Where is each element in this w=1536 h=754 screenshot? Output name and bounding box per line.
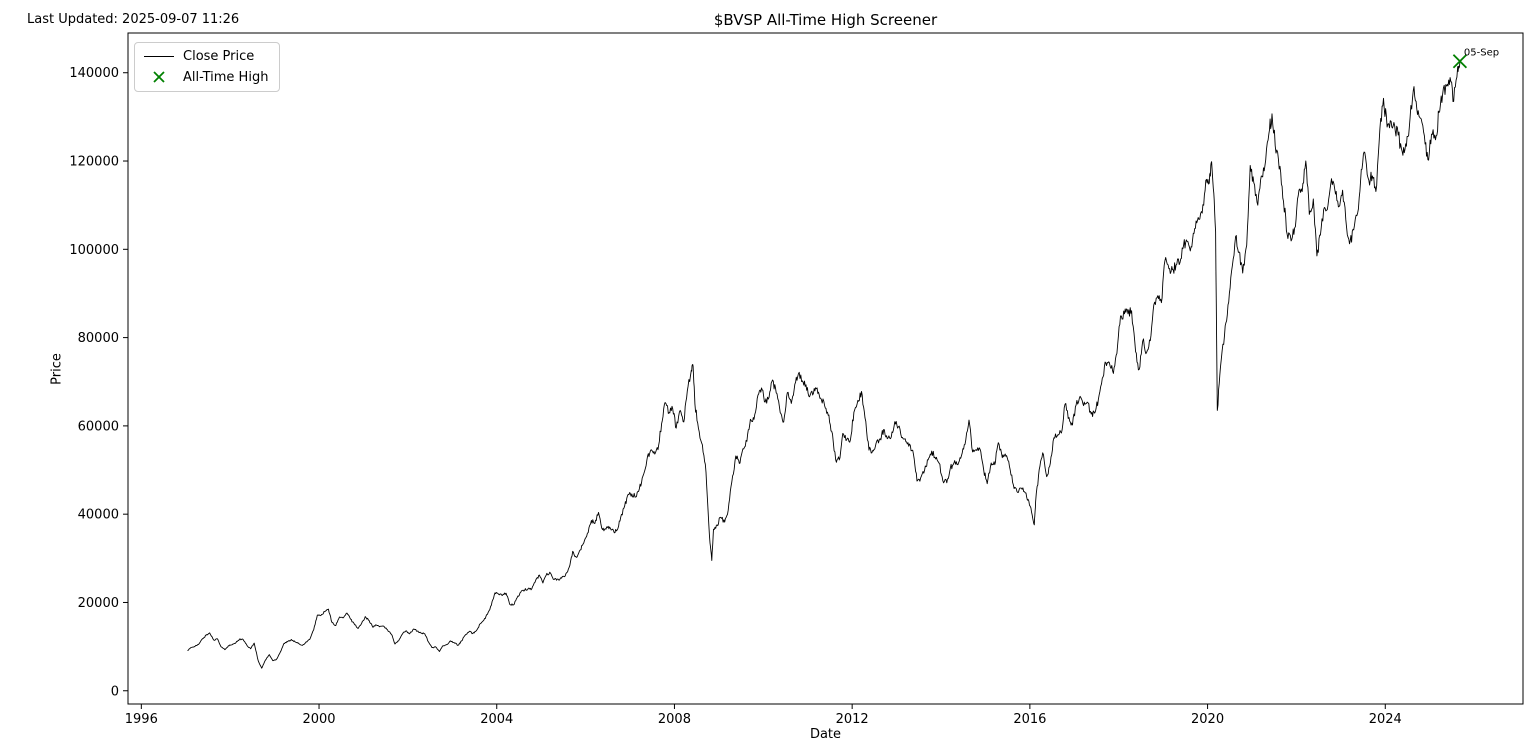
x-tick-label: 2016 [1013,712,1046,727]
x-tick-label: 2024 [1369,712,1402,727]
legend-item-all-time-high: All-Time High [144,69,268,85]
x-tick-label: 2008 [658,712,691,727]
axes-spines [127,32,1524,705]
y-tick-label: 120000 [69,155,119,170]
x-tick-label: 1996 [125,712,158,727]
y-tick-label: 100000 [69,243,119,258]
all-time-high-x-icon [144,69,174,85]
x-tick-label: 2004 [480,712,513,727]
legend: Close Price All-Time High [134,42,281,92]
y-tick-label: 0 [111,684,119,699]
y-tick-label: 80000 [78,331,119,346]
close-price-line [187,61,1461,669]
x-tick-label: 2012 [836,712,869,727]
y-tick-label: 40000 [78,508,119,523]
ath-date-annotation: 05-Sep [1464,47,1499,58]
x-tick-label: 2020 [1191,712,1224,727]
y-tick-label: 20000 [78,596,119,611]
y-tick-label: 140000 [69,66,119,81]
last-updated-text: Last Updated: 2025-09-07 11:26 [27,12,240,27]
legend-item-close-price: Close Price [144,48,268,64]
all-time-high-marker [1452,54,1468,69]
close-price-line-icon [144,48,174,64]
legend-label-all-time-high: All-Time High [183,69,269,85]
page-title: $BVSP All-Time High Screener [713,11,938,29]
legend-label-close-price: Close Price [183,48,255,64]
x-tick-label: 2000 [302,712,335,727]
x-axis-label: Date [809,727,842,742]
y-tick-label: 60000 [78,419,119,434]
